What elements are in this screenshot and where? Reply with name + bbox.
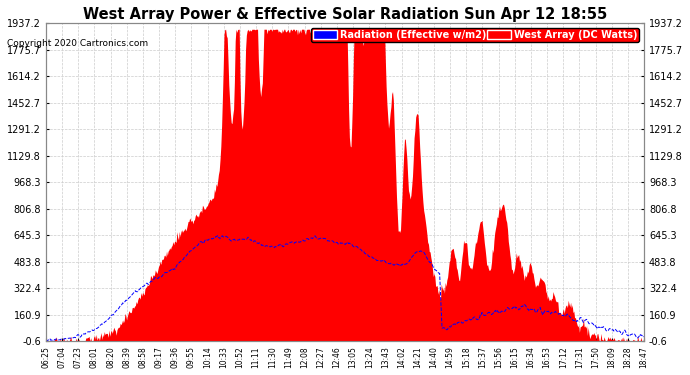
Title: West Array Power & Effective Solar Radiation Sun Apr 12 18:55: West Array Power & Effective Solar Radia… <box>83 7 607 22</box>
Legend: Radiation (Effective w/m2), West Array (DC Watts): Radiation (Effective w/m2), West Array (… <box>311 28 639 42</box>
Text: Copyright 2020 Cartronics.com: Copyright 2020 Cartronics.com <box>7 39 148 48</box>
